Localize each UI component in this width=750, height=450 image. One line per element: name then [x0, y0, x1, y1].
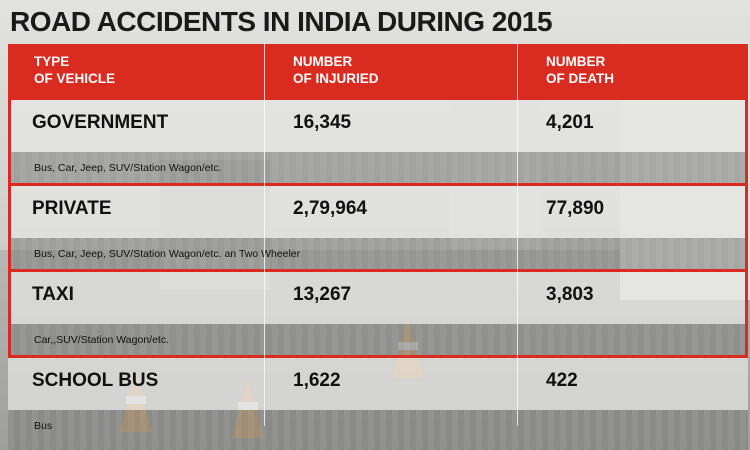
row-type: GOVERNMENT: [32, 112, 169, 133]
row-deaths: 77,890: [546, 198, 605, 219]
row-note: Car,,SUV/Station Wagon/etc.: [34, 334, 170, 346]
row-deaths: 4,201: [546, 112, 594, 133]
row-deaths: 3,803: [546, 284, 594, 305]
column-divider: [517, 44, 518, 426]
row-type: SCHOOL BUS: [32, 370, 159, 391]
row-note: Bus, Car, Jeep, SUV/Station Wagon/etc. a…: [34, 248, 301, 260]
column-divider: [264, 44, 265, 426]
header-type-of-vehicle: TYPE OF VEHICLE: [34, 54, 116, 86]
row-note: Bus, Car, Jeep, SUV/Station Wagon/etc.: [34, 162, 222, 174]
table-header: TYPE OF VEHICLE NUMBER OF INJURIED NUMBE…: [8, 44, 748, 100]
header-number-injured: NUMBER OF INJURIED: [293, 54, 379, 86]
row-type: TAXI: [32, 284, 74, 305]
header-number-death: NUMBER OF DEATH: [546, 54, 614, 86]
row-injured: 16,345: [293, 112, 352, 133]
page-title: ROAD ACCIDENTS IN INDIA DURING 2015: [10, 6, 553, 37]
table-row: GOVERNMENT 16,345 4,201 Bus, Car, Jeep, …: [8, 100, 748, 186]
row-injured: 1,622: [293, 370, 341, 391]
row-injured: 2,79,964: [293, 198, 367, 219]
row-deaths: 422: [546, 370, 578, 391]
table-row: SCHOOL BUS 1,622 422 Bus: [8, 358, 748, 450]
row-note: Bus: [34, 420, 53, 432]
accidents-table: TYPE OF VEHICLE NUMBER OF INJURIED NUMBE…: [8, 44, 748, 450]
row-type: PRIVATE: [32, 198, 112, 219]
table-row: TAXI 13,267 3,803 Car,,SUV/Station Wagon…: [8, 272, 748, 358]
table-row: PRIVATE 2,79,964 77,890 Bus, Car, Jeep, …: [8, 186, 748, 272]
row-injured: 13,267: [293, 284, 352, 305]
